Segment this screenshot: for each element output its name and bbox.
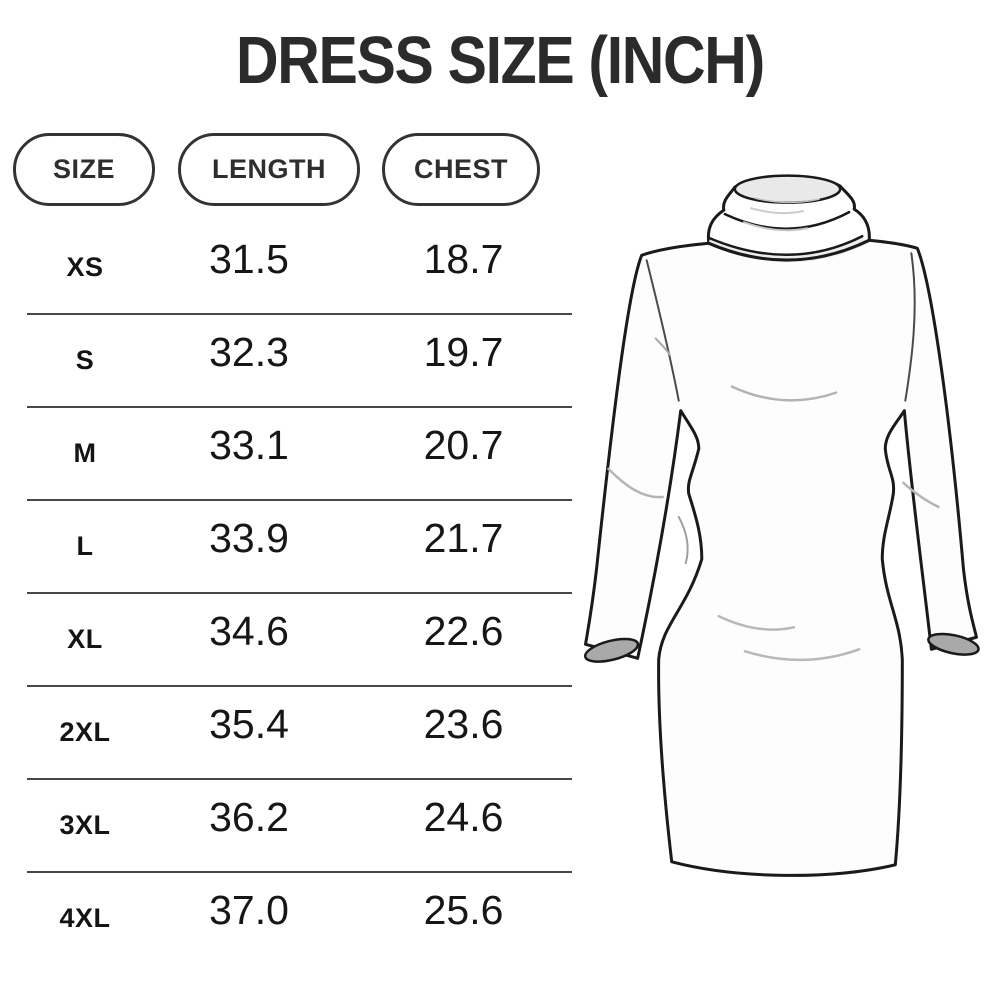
left-cuff xyxy=(583,637,640,663)
size-label: L xyxy=(76,531,94,561)
table-row-4xl: 4XL 37.0 25.6 xyxy=(27,873,572,964)
size-label: XS xyxy=(66,252,104,282)
chest-value: 25.6 xyxy=(423,887,504,933)
table-row-xs: XS 31.5 18.7 xyxy=(27,222,572,315)
chest-value: 21.7 xyxy=(423,515,504,561)
size-label: M xyxy=(73,438,97,468)
size-label: XL xyxy=(67,624,103,654)
turtleneck-collar xyxy=(706,174,871,263)
size-label: 2XL xyxy=(59,717,111,747)
length-value: 31.5 xyxy=(209,236,289,282)
size-label: S xyxy=(75,345,95,375)
turtleneck-dress-illustration xyxy=(558,148,1000,930)
column-header-chest-label: CHEST xyxy=(413,154,508,184)
length-value: 32.3 xyxy=(209,329,289,375)
length-value: 36.2 xyxy=(209,794,289,840)
table-row-l: L 33.9 21.7 xyxy=(27,501,572,594)
chest-value: 23.6 xyxy=(423,701,504,747)
chest-value: 19.7 xyxy=(423,329,504,375)
table-row-2xl: 2XL 35.4 23.6 xyxy=(27,687,572,780)
column-header-length-label: LENGTH xyxy=(212,154,326,184)
table-row-m: M 33.1 20.7 xyxy=(27,408,572,501)
dress-body-outline xyxy=(584,238,979,877)
table-row-xl: XL 34.6 22.6 xyxy=(27,594,572,687)
size-label: 4XL xyxy=(59,903,111,933)
chest-value: 18.7 xyxy=(423,236,504,282)
size-table: XS 31.5 18.7 S 32.3 19.7 M 33.1 20.7 L 3… xyxy=(27,222,572,964)
length-value: 33.9 xyxy=(209,515,289,561)
page-title-wrap: DRESS SIZE (INCH) xyxy=(0,22,1000,99)
length-value: 33.1 xyxy=(209,422,289,468)
size-label: 3XL xyxy=(59,810,111,840)
chest-value: 22.6 xyxy=(423,608,504,654)
length-value: 34.6 xyxy=(209,608,289,654)
column-header-size-label: SIZE xyxy=(52,154,115,184)
length-value: 37.0 xyxy=(209,887,289,933)
table-row-3xl: 3XL 36.2 24.6 xyxy=(27,780,572,873)
chest-value: 24.6 xyxy=(423,794,504,840)
column-header-chest: CHEST xyxy=(382,133,540,206)
column-header-length: LENGTH xyxy=(178,133,360,206)
right-cuff xyxy=(927,632,980,656)
length-value: 35.4 xyxy=(209,701,289,747)
chest-value: 20.7 xyxy=(423,422,504,468)
column-header-size: SIZE xyxy=(13,133,155,206)
table-row-s: S 32.3 19.7 xyxy=(27,315,572,408)
page-title: DRESS SIZE (INCH) xyxy=(236,23,765,98)
